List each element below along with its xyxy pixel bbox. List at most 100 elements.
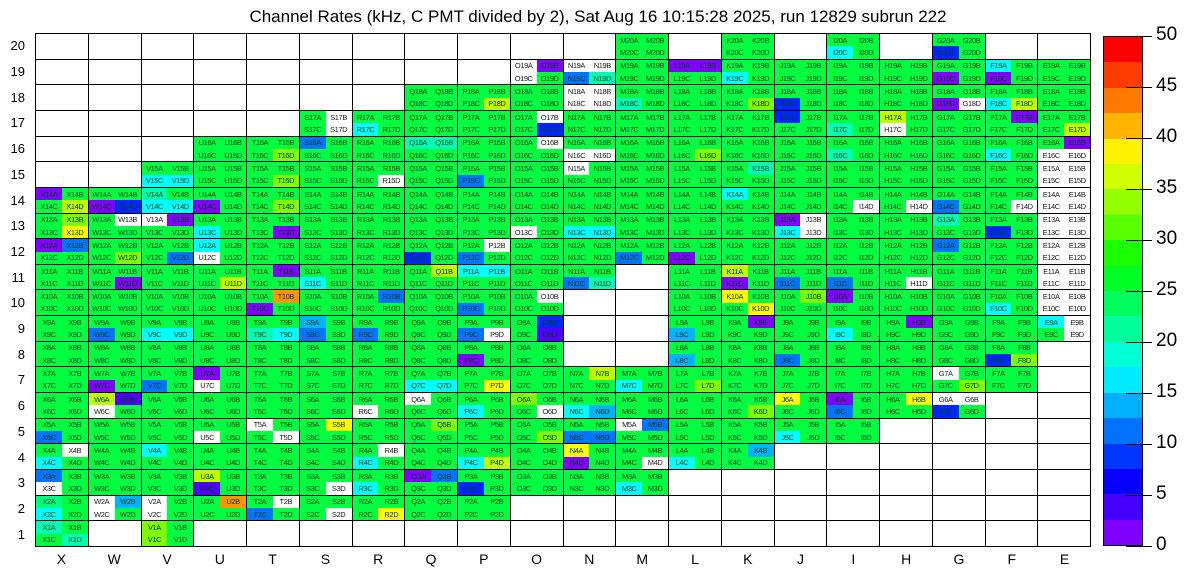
channel-cell: U13A bbox=[194, 213, 221, 226]
channel-cell: I8D bbox=[853, 354, 879, 367]
channel-cell: O6C bbox=[510, 405, 537, 418]
channel-cell: T2D bbox=[272, 508, 299, 521]
grid-module: S2A S2B S2C S2D bbox=[299, 495, 353, 522]
channel-cell: H7A bbox=[880, 367, 906, 380]
channel-cell: P10A bbox=[458, 290, 484, 303]
channel-cell: F13D bbox=[1011, 225, 1038, 239]
channel-cell: Q11C bbox=[405, 277, 432, 290]
channel-cell: I19B bbox=[853, 59, 879, 72]
channel-cell: G6A bbox=[932, 393, 959, 406]
channel-cell: Q15C bbox=[405, 174, 432, 187]
channel-cell: J10D bbox=[800, 302, 827, 316]
channel-cell: P12B bbox=[483, 239, 510, 252]
grid-module: G18A G18B G18C G18D bbox=[932, 85, 986, 111]
channel-cell: S2A bbox=[299, 495, 326, 509]
channel-cell: I13A bbox=[827, 213, 854, 226]
colorbar-band bbox=[1104, 265, 1142, 292]
channel-cell: U3A bbox=[194, 470, 221, 483]
channel-cell: X10D bbox=[61, 302, 88, 316]
channel-cell: T10C bbox=[247, 302, 273, 316]
grid-module: X2A X2B X2C X2D bbox=[36, 495, 89, 522]
channel-cell: O4D bbox=[536, 456, 563, 470]
channel-cell: K13B bbox=[747, 213, 774, 226]
channel-cell: T4B bbox=[272, 444, 299, 457]
colorbar-band bbox=[1104, 138, 1142, 165]
channel-cell: N16A bbox=[563, 136, 590, 149]
channel-cell: M5A bbox=[616, 418, 643, 432]
channel-cell: X7B bbox=[61, 367, 88, 380]
channel-cell: P13C bbox=[458, 225, 484, 239]
channel-cell: N6B bbox=[589, 393, 616, 406]
channel-cell: H15A bbox=[880, 162, 906, 175]
grid-module: K14A K14B K14C K14D bbox=[721, 187, 775, 214]
channel-cell: L6A bbox=[669, 393, 695, 406]
grid-module bbox=[827, 521, 880, 547]
channel-cell: S16C bbox=[299, 148, 326, 162]
channel-cell: O9A bbox=[510, 316, 537, 329]
grid-module: U9A U9B U9C U9D bbox=[194, 316, 247, 342]
channel-cell: Q9D bbox=[431, 328, 457, 341]
channel-cell: Q13B bbox=[431, 213, 457, 226]
channel-cell: V7C bbox=[141, 379, 168, 393]
channel-cell: T3D bbox=[272, 482, 299, 495]
channel-cell: V10C bbox=[141, 302, 168, 316]
channel-cell: N5D bbox=[589, 431, 616, 444]
channel-cell: N3A bbox=[563, 470, 590, 483]
channel-cell: K13D bbox=[747, 225, 774, 239]
channel-cell: G18C bbox=[932, 97, 959, 110]
grid-module: G14A G14B G14C G14D bbox=[932, 187, 986, 214]
channel-cell: F10D bbox=[1011, 302, 1038, 316]
channel-cell: L10C bbox=[669, 302, 695, 316]
channel-cell: E13D bbox=[1064, 225, 1090, 239]
channel-cell: T6A bbox=[247, 393, 273, 406]
grid-module: O14A O14B O14C O14D bbox=[510, 187, 564, 214]
channel-cell: J15C bbox=[774, 174, 801, 187]
channel-cell: L14A bbox=[669, 187, 695, 201]
grid-module bbox=[1038, 470, 1091, 496]
channel-cell: J16B bbox=[800, 136, 827, 149]
grid-module: L16A L16B L16C L16D bbox=[669, 136, 722, 163]
channel-cell: R7D bbox=[378, 379, 405, 393]
channel-cell: J11C bbox=[774, 277, 801, 290]
grid-module: U7A U7B U7C U7D bbox=[194, 367, 247, 394]
channel-cell: S13C bbox=[299, 225, 326, 239]
grid-module: K11A K11B K11C K11D bbox=[721, 264, 775, 291]
channel-cell: J17A bbox=[774, 110, 801, 124]
channel-cell: W13B bbox=[114, 213, 141, 226]
channel-cell: L11D bbox=[694, 277, 721, 290]
channel-cell: U3C bbox=[194, 482, 221, 495]
channel-cell: K16D bbox=[747, 148, 774, 162]
channel-cell: L11B bbox=[694, 264, 721, 278]
channel-cell: L8B bbox=[694, 341, 721, 355]
channel-cell: S7C bbox=[299, 379, 326, 393]
channel-cell: O11C bbox=[510, 277, 537, 290]
channel-cell: F17C bbox=[985, 123, 1012, 136]
channel-cell: W5D bbox=[114, 431, 141, 444]
channel-cell: U11A bbox=[194, 264, 221, 278]
channel-cell: S7D bbox=[325, 379, 352, 393]
channel-cell: O9D bbox=[536, 328, 563, 341]
channel-cell: R6C bbox=[352, 405, 379, 418]
grid-module: M13A M13B M13C M13D bbox=[616, 213, 669, 240]
grid-module: O13A O13B O13C O13D bbox=[510, 213, 564, 240]
channel-cell: P8A bbox=[458, 341, 484, 355]
channel-cell: S8D bbox=[325, 354, 352, 367]
grid-module bbox=[247, 521, 300, 547]
channel-cell: U14B bbox=[220, 187, 246, 201]
grid-module: V11A V11B V11C V11D bbox=[141, 264, 195, 291]
channel-cell: P18C bbox=[458, 97, 484, 110]
channel-cell: T8C bbox=[247, 354, 273, 367]
channel-cell: T16C bbox=[247, 148, 273, 162]
channel-cell: S11A bbox=[299, 264, 326, 278]
channel-cell: L18B bbox=[694, 85, 721, 98]
channel-cell: I20A bbox=[827, 34, 854, 47]
grid-module: U16A U16B U16C U16D bbox=[194, 136, 247, 163]
grid-module: O9A O9B O9C O9D bbox=[510, 316, 564, 342]
channel-cell: V8A bbox=[141, 341, 168, 355]
channel-cell: R7A bbox=[352, 367, 379, 380]
channel-cell: J19A bbox=[774, 59, 801, 72]
channel-cell: G19C bbox=[932, 71, 959, 85]
channel-cell: V4B bbox=[167, 444, 194, 457]
channel-cell: O14B bbox=[536, 187, 563, 201]
channel-cell: L17A bbox=[669, 110, 695, 124]
